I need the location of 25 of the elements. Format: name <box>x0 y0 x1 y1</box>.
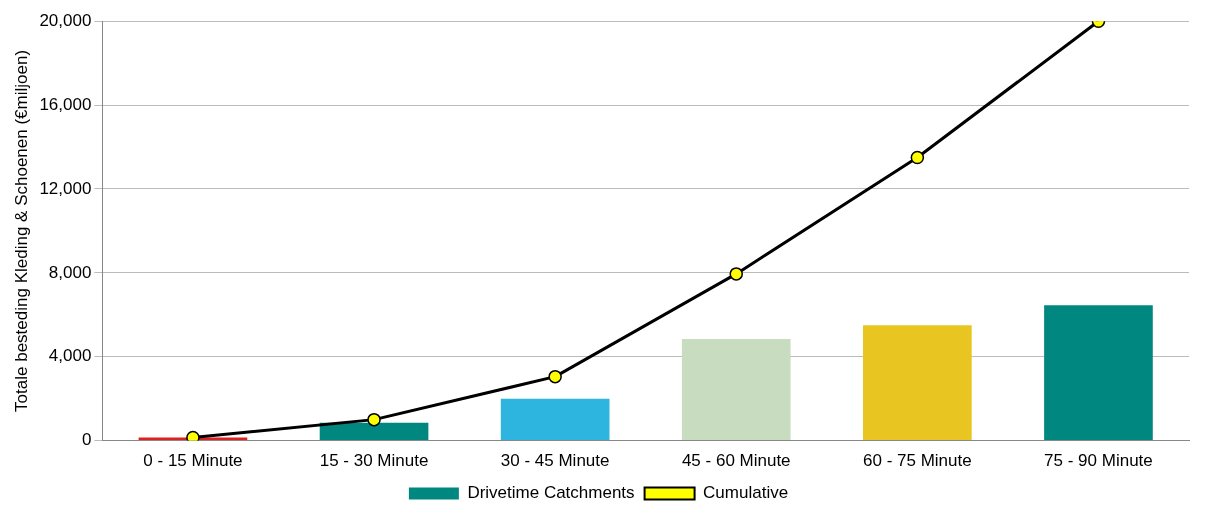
y-tick-label: 8,000 <box>48 262 92 282</box>
bar <box>500 398 610 441</box>
x-tick-label: 30 - 45 Minute <box>500 451 610 471</box>
y-tick-label: 20,000 <box>39 10 92 30</box>
y-tick-label: 4,000 <box>48 346 92 366</box>
bar <box>863 325 972 441</box>
point <box>910 150 925 165</box>
bar <box>1044 305 1153 441</box>
y-tick-label: 16,000 <box>39 94 92 114</box>
bar <box>681 338 791 441</box>
x-tick-label: 45 - 60 Minute <box>681 451 791 471</box>
bar <box>319 422 429 441</box>
x-tick-label: 60 - 75 Minute <box>863 451 972 471</box>
point <box>729 267 743 281</box>
point <box>367 412 381 427</box>
point <box>548 369 562 384</box>
point <box>186 430 200 441</box>
x-tick-label: 15 - 30 Minute <box>319 451 429 471</box>
y-tick-label: 12,000 <box>39 178 92 198</box>
legend-label: Cumulative <box>703 483 789 503</box>
legend-label: Drivetime Catchments <box>467 483 635 503</box>
y-tick-label: 0 <box>81 430 92 450</box>
x-tick-label: 75 - 90 Minute <box>1044 451 1153 471</box>
y-axis-title: Totale besteding Kleding & Schoenen (€miljoen) <box>11 49 31 412</box>
x-tick-label: 0 - 15 Minute <box>143 451 243 471</box>
